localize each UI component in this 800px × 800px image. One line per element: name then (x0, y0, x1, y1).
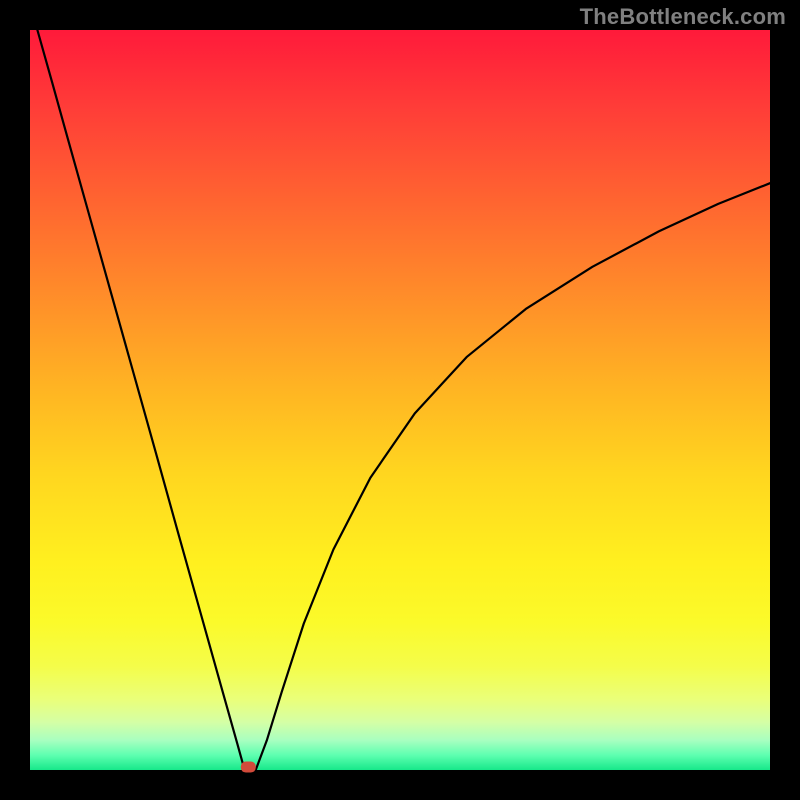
chart-svg (0, 0, 800, 800)
watermark-text: TheBottleneck.com (580, 4, 786, 30)
optimum-marker (241, 762, 256, 773)
chart-container: TheBottleneck.com (0, 0, 800, 800)
